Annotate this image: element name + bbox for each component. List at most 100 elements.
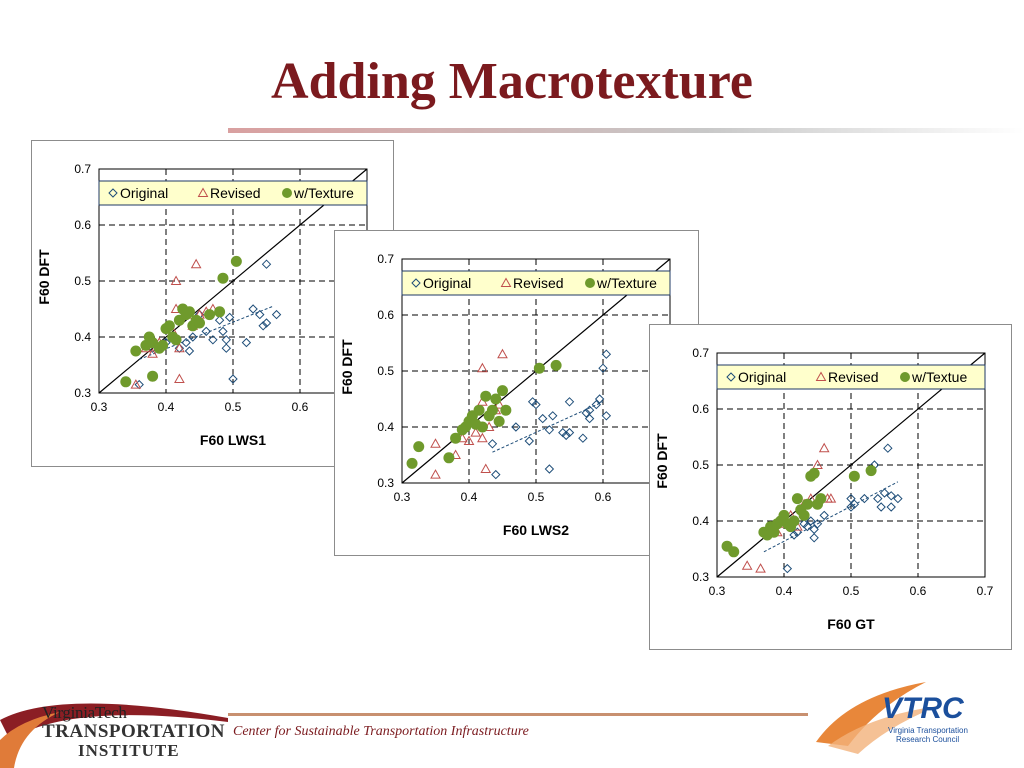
original-point [201,326,211,337]
original-point [591,399,602,410]
x-tick-label: 0.7 [977,584,994,598]
original-point [511,422,521,432]
original-point [876,502,886,512]
legend-entry-label: Original [423,275,471,291]
original-point [806,516,816,526]
y-tick-label: 0.6 [377,308,394,322]
original-point [789,530,799,540]
revised-point [430,469,441,479]
y-tick-label: 0.5 [692,458,709,472]
revised-point [470,427,482,437]
legend-box [716,364,986,390]
x-axis-label: F60 LWS2 [503,522,569,538]
revised-point [477,362,488,373]
original-point [228,374,238,384]
texture-point [500,404,512,416]
texture-point [214,306,226,318]
texture-point [147,370,159,382]
original-point [261,259,272,269]
texture-point [533,362,545,374]
y-tick-label: 0.4 [74,330,91,344]
y-axis-label: F60 DFT [339,339,355,395]
texture-point [450,432,462,444]
y-tick-label: 0.6 [692,402,709,416]
legend-original-marker [411,278,421,288]
footer-divider [228,713,808,716]
revised-point [755,563,766,573]
original-point [241,337,252,348]
y-tick-label: 0.7 [377,252,394,266]
virginia-tech-swoosh-icon [0,703,228,768]
original-point [561,430,571,441]
original-point [188,332,198,342]
chart-panel-lws1: 0.3 0.4 0.5 0.6 0.7 0.3 0.4 0.5 0.6 0.7 F60 LWS1 F6… [31,140,394,467]
original-point [214,315,225,325]
original-point [859,493,870,504]
legend-box [98,180,368,206]
original-point [581,408,591,418]
legend-revised-marker [197,187,209,197]
x-tick-label: 0.5 [528,490,545,504]
original-point [601,349,612,359]
equality-line [716,352,986,578]
original-point [598,363,608,373]
texture-point [170,334,182,346]
revised-point [174,342,185,353]
chart-gt-svg: 0.3 0.4 0.5 0.6 0.7 0.3 0.4 0.5 0.6 0.7 F60 GT F60 … [654,346,994,632]
original-point [218,326,228,337]
original-point [487,439,498,449]
legend-revised-marker [815,371,827,381]
legend-entry-label: Revised [210,185,261,201]
texture-point [204,309,216,321]
texture-point [413,441,425,453]
y-tick-label: 0.7 [692,346,709,360]
original-point [224,312,235,323]
equality-line [98,168,368,394]
original-point [544,425,555,435]
revised-point [130,379,142,389]
original-point [184,346,195,356]
revised-point [812,459,823,469]
original-point [544,464,555,474]
revised-point [190,258,202,269]
vtrc-line2: Research Council [896,735,959,744]
texture-point [486,404,498,416]
texture-point [490,393,502,405]
texture-point [183,306,195,318]
original-point [491,469,501,480]
x-axis-label: F60 LWS1 [200,432,266,448]
y-tick-label: 0.3 [692,570,709,584]
revised-point [463,435,475,445]
legend-entry-label: Revised [828,369,879,385]
texture-point [791,493,803,505]
texture-point [230,255,242,267]
original-point [548,411,558,421]
x-tick-label: 0.3 [709,584,726,598]
texture-point [120,376,132,388]
legend-original-marker [108,188,118,198]
revised-point [477,432,488,443]
original-point [879,488,890,498]
original-point [174,343,185,353]
x-tick-label: 0.4 [461,490,478,504]
texture-point [801,498,813,510]
texture-point [130,345,142,357]
original-point [531,399,541,410]
title-divider [228,128,1024,133]
legend-entry-label: w/Texture [293,185,354,201]
original-point [594,394,605,404]
y-tick-label: 0.3 [74,386,91,400]
x-tick-label: 0.5 [843,584,860,598]
revised-point [818,442,830,453]
chart-panel-gt: 0.3 0.4 0.5 0.6 0.7 0.3 0.4 0.5 0.6 0.7 F60 GT F60 … [649,324,1012,650]
y-tick-label: 0.5 [74,274,91,288]
texture-point [788,515,800,527]
original-point [221,343,232,353]
revised-point [147,348,158,358]
texture-point [497,385,508,397]
texture-point [480,390,492,402]
texture-point [798,509,810,521]
original-point [248,304,258,314]
